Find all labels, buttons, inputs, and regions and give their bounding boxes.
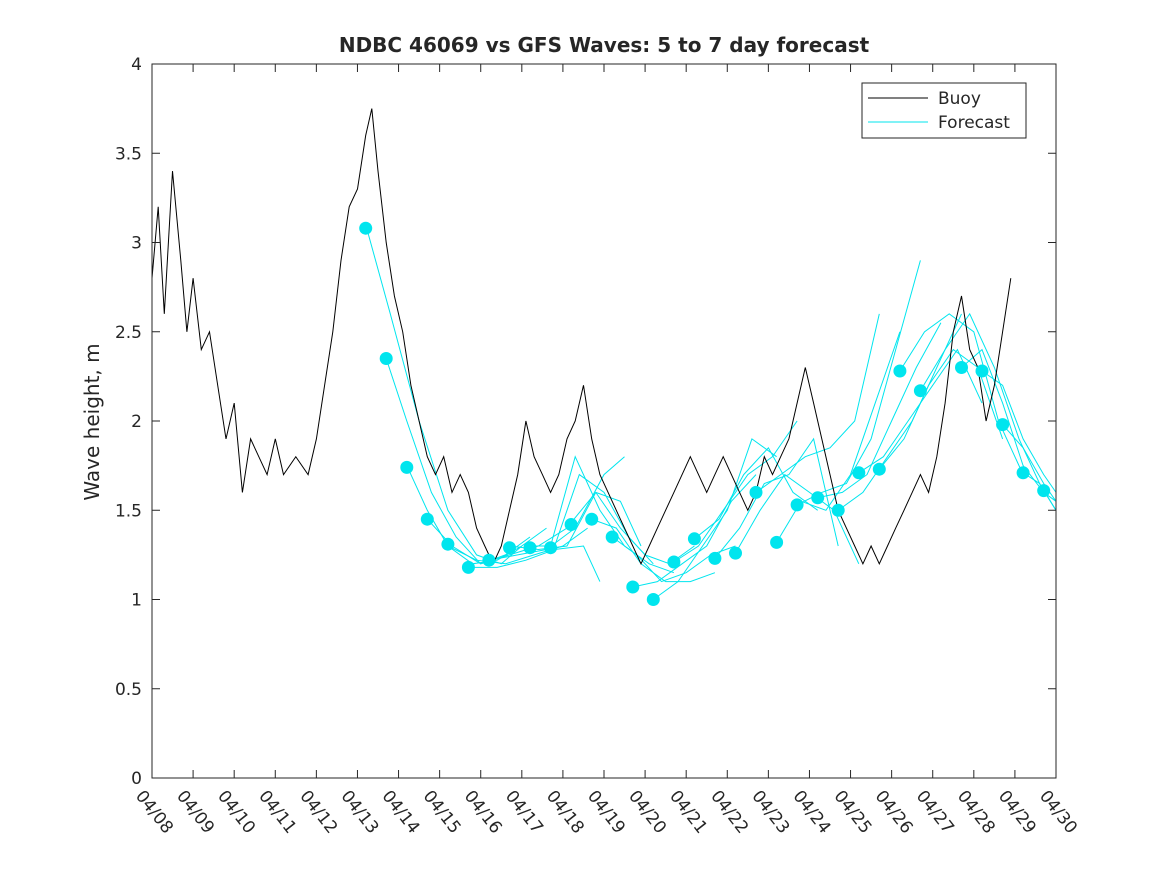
forecast-marker-18 — [708, 551, 722, 565]
forecast-marker-2 — [379, 352, 393, 365]
forecast-line-23 — [817, 322, 942, 499]
forecast-line-15 — [653, 438, 777, 600]
y-tick-label: 0.5 — [115, 680, 142, 700]
y-tick-label: 2 — [131, 412, 142, 432]
y-tick-label: 3 — [131, 234, 142, 254]
forecast-marker-21 — [770, 535, 784, 549]
y-tick-label: 0 — [131, 769, 142, 789]
y-tick-label: 1.5 — [115, 501, 142, 521]
legend-buoy-label: Buoy — [938, 89, 981, 109]
forecast-marker-12 — [585, 512, 599, 526]
forecast-line-6 — [468, 545, 601, 582]
forecast-marker-14 — [626, 580, 640, 594]
forecast-marker-28 — [913, 384, 927, 398]
y-tick-label: 1 — [131, 591, 142, 611]
forecast-line-7 — [488, 456, 625, 561]
legend-box — [861, 82, 1027, 139]
forecast-marker-7 — [482, 553, 496, 567]
legend-forecast-label: Forecast — [938, 113, 1010, 133]
forecast-marker-33 — [1037, 484, 1051, 498]
forecast-marker-29 — [955, 361, 968, 374]
forecast-marker-25 — [852, 466, 866, 480]
forecast-line-24 — [837, 313, 962, 511]
forecast-marker-5 — [441, 537, 455, 551]
forecast-marker-15 — [646, 593, 660, 606]
forecast-marker-26 — [872, 462, 886, 476]
forecast-marker-8 — [503, 541, 516, 555]
buoy-line-group — [151, 108, 1012, 565]
forecast-marker-13 — [605, 530, 619, 544]
forecast-marker-4 — [420, 512, 434, 526]
forecast-marker-17 — [687, 532, 701, 546]
forecast-line-16 — [673, 420, 798, 563]
forecast-marker-9 — [523, 541, 537, 555]
forecast-line-26 — [878, 348, 1004, 470]
forecast-line-14 — [632, 474, 757, 588]
y-axis-label: Wave height, m — [80, 343, 104, 500]
forecast-marker-16 — [667, 555, 681, 569]
forecast-line-5 — [447, 527, 588, 565]
y-tick-label: 3.5 — [115, 144, 142, 164]
forecast-marker-27 — [893, 364, 907, 378]
forecast-marker-31 — [996, 418, 1010, 432]
forecast-marker-11 — [564, 518, 578, 531]
forecast-markers — [359, 221, 1051, 606]
forecast-line-17 — [694, 446, 818, 540]
legend: Buoy Forecast — [861, 82, 1027, 139]
forecast-marker-24 — [831, 503, 845, 517]
buoy-line — [151, 108, 1012, 565]
plot-area — [152, 64, 1056, 778]
forecast-line-19 — [735, 473, 860, 565]
y-tick-label: 2.5 — [115, 323, 142, 343]
forecast-marker-10 — [544, 541, 558, 555]
forecast-marker-22 — [790, 498, 804, 512]
forecast-line-10 — [550, 455, 675, 574]
forecast-line-18 — [714, 437, 839, 559]
forecast-line-30 — [981, 370, 1057, 493]
forecast-marker-19 — [729, 546, 742, 560]
y-tick-label: 4 — [131, 55, 142, 75]
forecast-marker-1 — [359, 221, 373, 235]
forecast-marker-6 — [461, 560, 475, 574]
forecast-marker-30 — [975, 364, 989, 378]
y-axis: 0 0.5 1 1.5 2 2.5 3 3.5 4 — [115, 55, 1056, 789]
forecast-marker-32 — [1016, 466, 1030, 480]
forecast-line-20 — [755, 313, 880, 493]
forecast-marker-23 — [811, 491, 825, 505]
forecast-marker-3 — [400, 460, 414, 474]
chart-title: NDBC 46069 vs GFS Waves: 5 to 7 day fore… — [339, 33, 870, 57]
forecast-line-1 — [365, 224, 523, 565]
forecast-marker-20 — [749, 485, 763, 499]
